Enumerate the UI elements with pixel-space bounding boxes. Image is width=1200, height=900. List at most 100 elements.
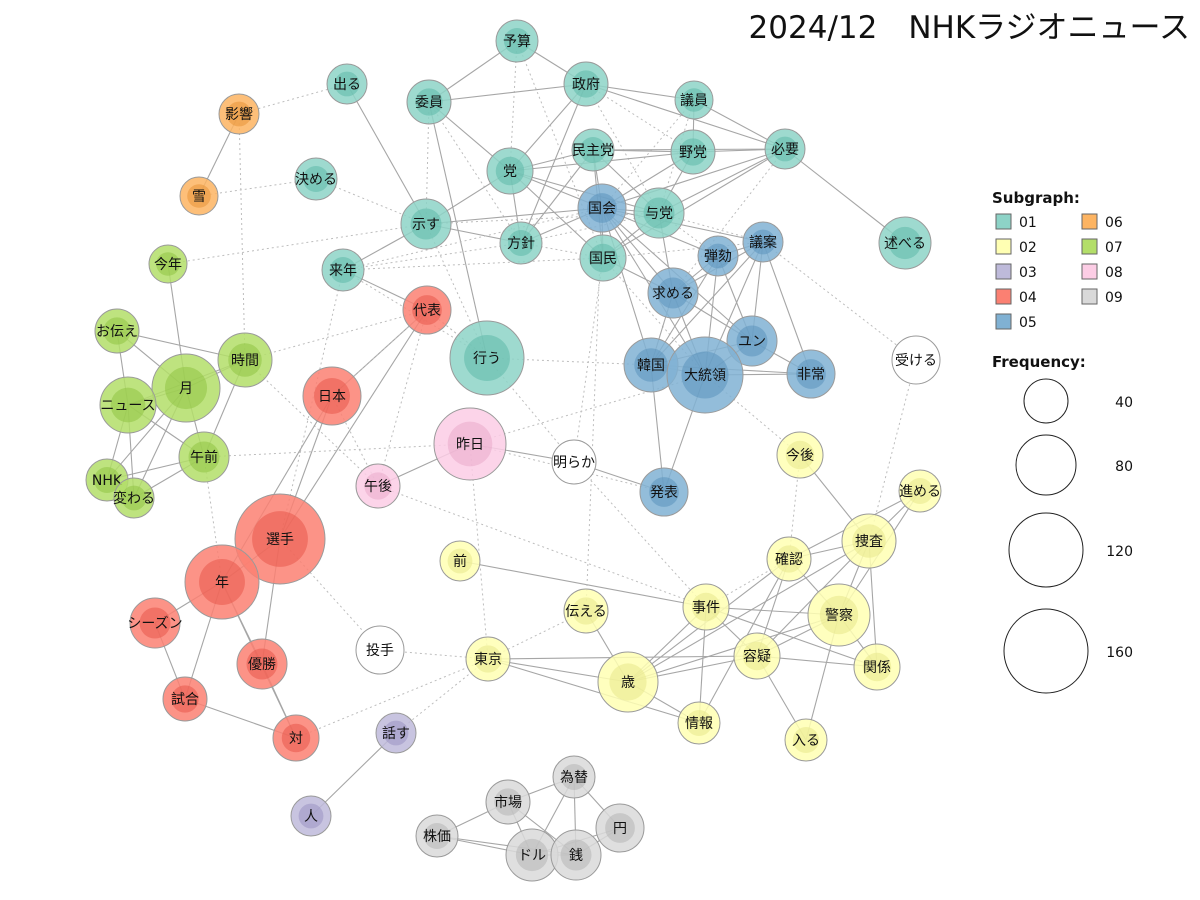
weak-edge bbox=[342, 242, 522, 271]
word-node[interactable]: 議案 bbox=[742, 221, 784, 263]
word-node[interactable]: 容疑 bbox=[733, 632, 781, 680]
legend-item: 03 bbox=[995, 263, 1037, 281]
word-node[interactable]: 昨日 bbox=[433, 407, 507, 481]
word-node[interactable]: 時間 bbox=[217, 332, 273, 388]
word-node[interactable]: 警察 bbox=[807, 583, 871, 647]
word-node[interactable]: 試合 bbox=[162, 676, 208, 722]
word-node[interactable]: ユン bbox=[726, 315, 778, 367]
node-core bbox=[906, 477, 934, 505]
node-circle bbox=[891, 335, 941, 385]
node-core bbox=[507, 229, 535, 257]
word-node[interactable]: 入る bbox=[784, 718, 828, 762]
legend-item: 08 bbox=[1081, 263, 1123, 281]
edge bbox=[346, 83, 427, 225]
weak-edge bbox=[602, 257, 706, 376]
node-label: 政府 bbox=[572, 77, 600, 93]
word-node[interactable]: ドル bbox=[505, 828, 559, 882]
word-node[interactable]: 弾劾 bbox=[697, 235, 739, 277]
word-node[interactable]: 円 bbox=[595, 803, 645, 853]
frequency-legend: Frequency: 40 80 120 160 bbox=[992, 353, 1133, 694]
weak-edge bbox=[377, 485, 707, 608]
node-core bbox=[685, 709, 713, 737]
word-node[interactable]: 行う bbox=[449, 320, 525, 396]
word-node[interactable]: 伝える bbox=[563, 588, 609, 634]
node-label: 発表 bbox=[650, 485, 678, 501]
word-node[interactable]: 為替 bbox=[552, 755, 596, 799]
word-node[interactable]: 午後 bbox=[355, 463, 401, 509]
weak-edge bbox=[868, 359, 917, 542]
word-node[interactable]: 人 bbox=[290, 795, 332, 837]
node-label: 受ける bbox=[895, 353, 937, 369]
node-label: 決める bbox=[295, 172, 337, 188]
word-node[interactable]: 選手 bbox=[234, 493, 326, 585]
word-node[interactable]: 大統領 bbox=[666, 336, 744, 414]
word-node[interactable]: 情報 bbox=[677, 701, 721, 745]
word-node[interactable]: 決める bbox=[294, 157, 338, 201]
frequency-circle bbox=[1023, 378, 1069, 424]
word-node[interactable]: 求める bbox=[647, 267, 699, 319]
word-node[interactable]: 確認 bbox=[766, 536, 812, 582]
word-node[interactable]: 代表 bbox=[402, 285, 452, 335]
word-node[interactable]: 出る bbox=[326, 63, 368, 105]
word-node[interactable]: 市場 bbox=[485, 779, 531, 825]
word-node[interactable]: 対 bbox=[272, 714, 320, 762]
word-node[interactable]: 東京 bbox=[465, 636, 511, 682]
word-node[interactable]: 必要 bbox=[764, 128, 806, 170]
word-node[interactable]: 民主党 bbox=[571, 128, 615, 172]
word-node[interactable]: 関係 bbox=[853, 643, 901, 691]
frequency-item: 40 bbox=[1023, 378, 1133, 424]
word-node[interactable]: 予算 bbox=[495, 19, 539, 63]
word-node[interactable]: 歳 bbox=[597, 651, 659, 713]
word-node[interactable]: シーズン bbox=[127, 597, 183, 649]
word-node[interactable]: 今後 bbox=[776, 431, 824, 479]
word-node[interactable]: ニュース bbox=[99, 376, 157, 434]
word-node[interactable]: 委員 bbox=[406, 79, 452, 125]
node-label: ユン bbox=[738, 334, 766, 350]
word-node[interactable]: 年 bbox=[184, 544, 260, 620]
word-node[interactable]: 示す bbox=[400, 198, 452, 250]
word-node[interactable]: 日本 bbox=[302, 366, 362, 426]
word-node[interactable]: 非常 bbox=[786, 349, 836, 399]
word-node[interactable]: 発表 bbox=[639, 467, 689, 517]
word-node[interactable]: 来年 bbox=[321, 248, 365, 292]
word-node[interactable]: 午前 bbox=[178, 431, 230, 483]
weak-edge bbox=[342, 269, 488, 359]
word-node[interactable]: 受ける bbox=[891, 335, 941, 385]
node-label: 変わる bbox=[113, 490, 155, 507]
word-node[interactable]: 優勝 bbox=[236, 638, 288, 690]
word-node[interactable]: 捜査 bbox=[841, 513, 897, 569]
node-core bbox=[410, 208, 442, 240]
node-label: 代表 bbox=[413, 303, 441, 319]
weak-edge bbox=[672, 148, 786, 294]
frequency-label: 120 bbox=[1106, 544, 1133, 560]
word-node[interactable]: 党 bbox=[486, 147, 534, 195]
word-node[interactable]: 国民 bbox=[579, 234, 627, 282]
word-node[interactable]: 政府 bbox=[563, 61, 609, 107]
word-node[interactable]: 事件 bbox=[682, 583, 730, 631]
word-node[interactable]: 明らか bbox=[551, 439, 597, 485]
legend-item: 01 bbox=[995, 213, 1037, 231]
word-node[interactable]: 与党 bbox=[633, 187, 685, 239]
word-node[interactable]: 雪 bbox=[179, 176, 219, 216]
edge bbox=[487, 658, 700, 724]
word-node[interactable]: 国会 bbox=[577, 183, 627, 233]
node-core bbox=[383, 720, 409, 746]
node-core bbox=[226, 101, 252, 127]
word-node[interactable]: 話す bbox=[375, 712, 417, 754]
word-node[interactable]: 変わる bbox=[113, 477, 155, 519]
word-node[interactable]: 前 bbox=[439, 540, 481, 582]
word-node[interactable]: 野党 bbox=[670, 129, 716, 175]
word-node[interactable]: 方針 bbox=[499, 221, 543, 265]
word-node[interactable]: 投手 bbox=[355, 625, 405, 675]
word-node[interactable]: お伝え bbox=[94, 308, 140, 354]
word-node[interactable]: 月 bbox=[151, 353, 221, 423]
node-core bbox=[705, 243, 731, 269]
word-node[interactable]: 述べる bbox=[878, 216, 932, 270]
word-node[interactable]: 今年 bbox=[148, 244, 188, 284]
word-node[interactable]: 進める bbox=[898, 469, 942, 513]
word-node[interactable]: 株価 bbox=[415, 814, 459, 858]
word-node[interactable]: 影響 bbox=[218, 93, 260, 135]
word-node[interactable]: NHK bbox=[85, 458, 129, 502]
word-node[interactable]: 議員 bbox=[674, 80, 714, 120]
word-node[interactable]: 銭 bbox=[550, 829, 602, 881]
